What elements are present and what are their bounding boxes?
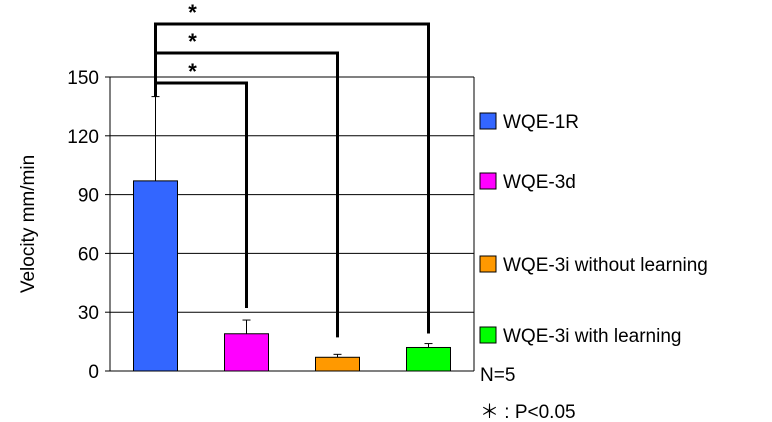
legend-label: WQE-3i without learning: [503, 255, 708, 276]
bar-wqe-3i-with-learning: [406, 346, 451, 372]
error-bars-layer: [151, 96, 433, 358]
legend-label: WQE-3d: [503, 172, 576, 193]
significance-star: *: [188, 29, 197, 54]
legend-swatch: [479, 172, 497, 190]
significance-star: *: [188, 59, 197, 84]
significance-layer: * * *: [154, 0, 430, 338]
legend-label: WQE-3i with learning: [503, 326, 681, 347]
sample-size-note: N=5: [480, 365, 515, 386]
y-tick-label: 60: [78, 244, 99, 265]
y-tick-label: 120: [67, 127, 99, 148]
bar-wqe-3d: [224, 333, 269, 372]
legend-swatch: [479, 112, 497, 130]
y-tick-label: 30: [78, 303, 99, 324]
y-tick-label: 90: [78, 186, 99, 207]
legend: WQE-1R WQE-3d WQE-3i without learning WQE-3…: [479, 112, 708, 347]
bar-wqe-3i-without-learning: [315, 356, 360, 372]
legend-swatch: [479, 326, 497, 344]
legend-label: WQE-1R: [503, 112, 579, 133]
axis-layer: 0 30 60 90 120 150: [67, 68, 475, 383]
bar-wqe-1r: [133, 180, 178, 372]
y-tick-label: 150: [67, 68, 99, 89]
y-tick-label: 0: [88, 362, 99, 383]
significance-key-note: ＊ : P<0.05: [480, 402, 576, 422]
bars-layer: [133, 180, 451, 372]
legend-swatch: [479, 255, 497, 273]
y-axis-label: Velocity mm/min: [18, 155, 39, 293]
significance-star: *: [188, 0, 197, 25]
